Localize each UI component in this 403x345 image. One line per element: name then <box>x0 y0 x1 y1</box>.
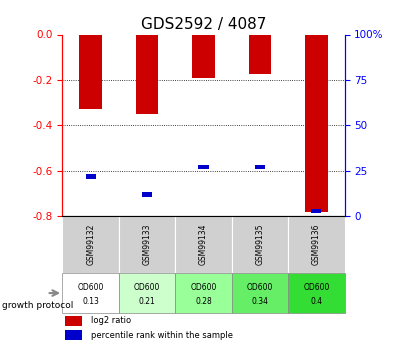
Text: GSM99135: GSM99135 <box>256 224 264 265</box>
Bar <box>62 273 119 313</box>
Text: 0.28: 0.28 <box>195 297 212 306</box>
Bar <box>192 34 215 78</box>
Bar <box>79 34 102 109</box>
Text: OD600: OD600 <box>303 283 330 292</box>
Text: 0.13: 0.13 <box>82 297 99 306</box>
Text: OD600: OD600 <box>77 283 104 292</box>
Text: GSM99134: GSM99134 <box>199 224 208 265</box>
Text: OD600: OD600 <box>190 283 217 292</box>
Title: GDS2592 / 4087: GDS2592 / 4087 <box>141 17 266 32</box>
Bar <box>142 192 152 197</box>
Bar <box>198 165 209 169</box>
Bar <box>232 216 288 273</box>
Text: 0.4: 0.4 <box>310 297 322 306</box>
Text: OD600: OD600 <box>134 283 160 292</box>
Bar <box>65 316 82 326</box>
Text: 0.34: 0.34 <box>251 297 268 306</box>
Bar <box>175 273 232 313</box>
Bar <box>62 216 119 273</box>
Bar <box>288 273 345 313</box>
Text: OD600: OD600 <box>247 283 273 292</box>
Bar <box>85 174 96 179</box>
Bar <box>136 34 158 114</box>
Bar <box>311 209 322 213</box>
Bar <box>119 216 175 273</box>
Text: log2 ratio: log2 ratio <box>91 316 131 325</box>
Bar <box>175 216 232 273</box>
Text: GSM99132: GSM99132 <box>86 224 95 265</box>
Text: 0.21: 0.21 <box>139 297 156 306</box>
Bar <box>305 34 328 212</box>
Bar <box>119 273 175 313</box>
Bar <box>65 330 82 340</box>
Bar <box>232 273 288 313</box>
Text: GSM99136: GSM99136 <box>312 224 321 265</box>
Text: percentile rank within the sample: percentile rank within the sample <box>91 331 233 339</box>
Text: growth protocol: growth protocol <box>2 301 73 310</box>
Bar <box>255 165 265 169</box>
Text: GSM99133: GSM99133 <box>143 224 152 265</box>
Bar <box>288 216 345 273</box>
Bar <box>249 34 271 74</box>
